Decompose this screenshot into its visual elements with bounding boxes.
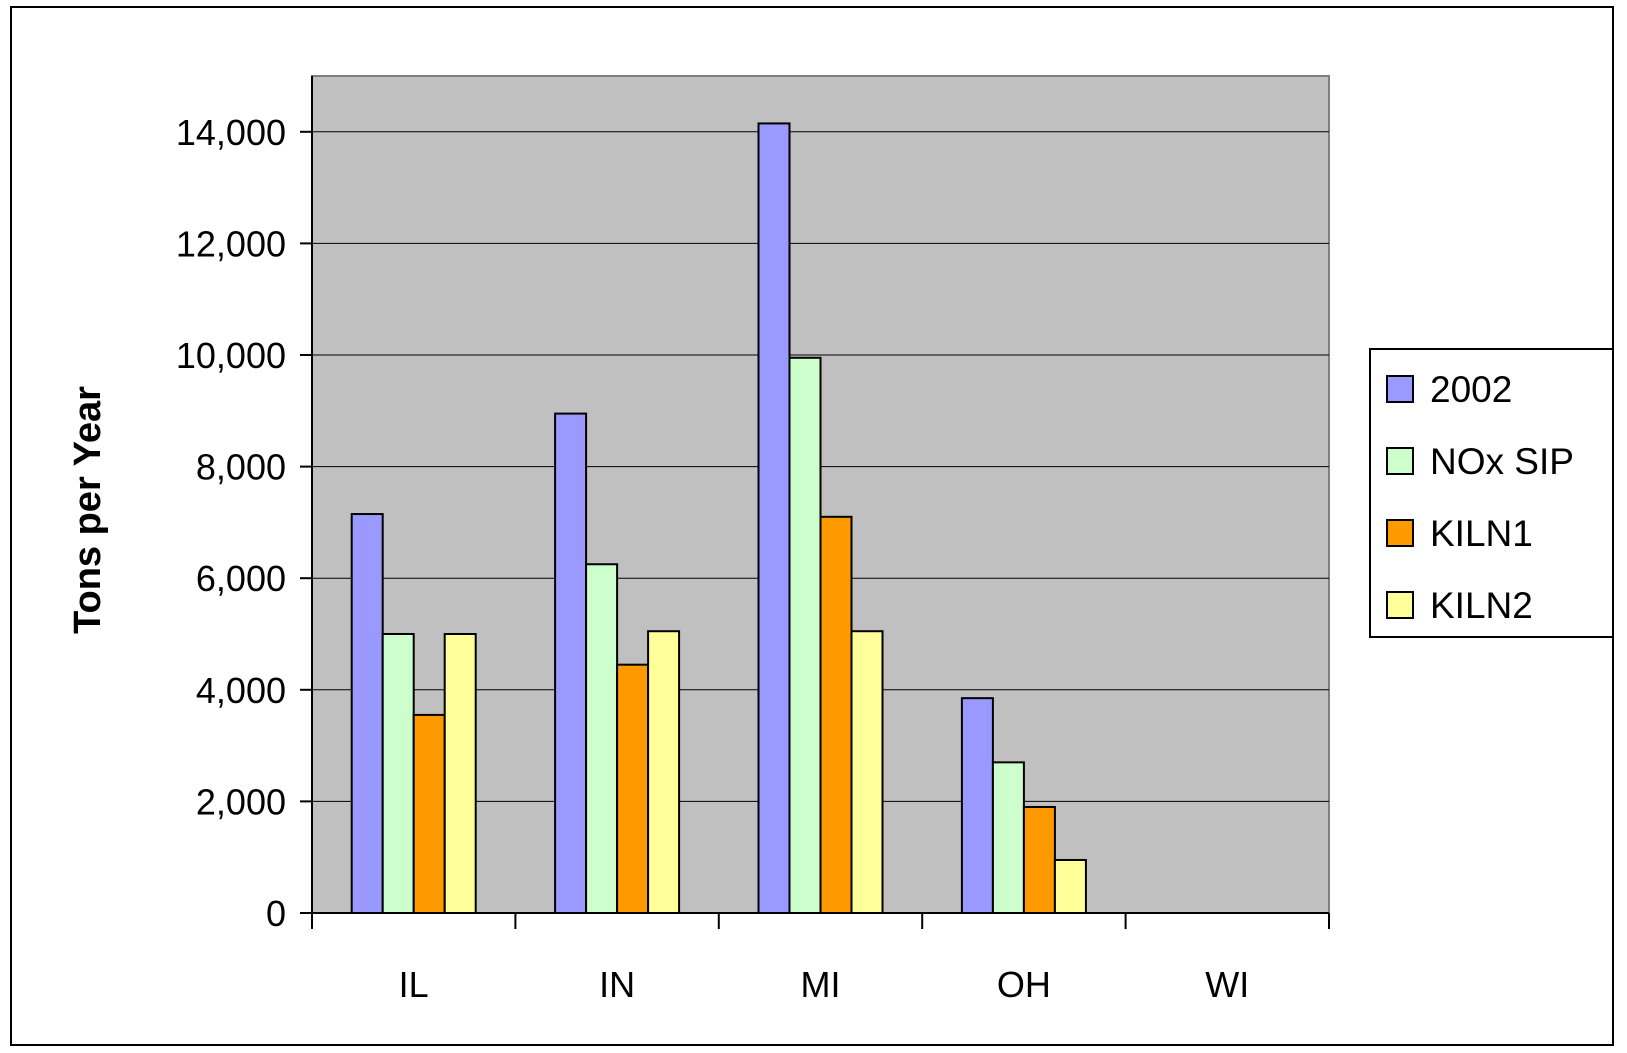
- bar-il-kiln1: [412, 713, 446, 914]
- legend-swatch: [1386, 519, 1414, 547]
- x-tick-label: OH: [997, 964, 1051, 1005]
- bar-oh-nox-sip: [991, 761, 1025, 915]
- bar-mi-kiln2: [850, 630, 884, 915]
- bar-oh-kiln1: [1022, 805, 1056, 914]
- bar-in-nox-sip: [585, 563, 619, 914]
- bar-mi-2002: [757, 122, 791, 915]
- bar-il-nox-sip: [381, 633, 415, 914]
- y-tick-label: 0: [266, 893, 286, 934]
- legend-label: KILN1: [1430, 513, 1533, 554]
- y-axis-title: Tons per Year: [67, 386, 109, 634]
- bar-oh-kiln2: [1053, 858, 1087, 914]
- legend-swatch: [1386, 375, 1414, 403]
- y-tick-label: 4,000: [196, 670, 286, 711]
- bar-il-2002: [350, 513, 384, 915]
- x-axis-ticks: IL IN MI OH WI: [311, 913, 1330, 1005]
- y-tick-label: 10,000: [176, 335, 286, 376]
- bars: [350, 122, 1087, 915]
- legend-label: KILN2: [1430, 585, 1533, 626]
- bar-oh-2002: [960, 697, 994, 914]
- x-tick-label: IN: [599, 964, 635, 1005]
- y-tick-label: 6,000: [196, 558, 286, 599]
- y-tick-label: 12,000: [176, 223, 286, 264]
- legend-swatch: [1386, 447, 1414, 475]
- bar-mi-kiln1: [819, 515, 853, 914]
- bar-in-kiln1: [616, 663, 650, 914]
- legend: 2002 NOx SIP KILN1 KILN2: [1369, 348, 1614, 638]
- x-tick-label: IL: [399, 964, 429, 1005]
- legend-label: 2002: [1430, 369, 1512, 410]
- bar-in-kiln2: [647, 630, 681, 915]
- bar-mi-nox-sip: [788, 356, 822, 915]
- x-tick-label: MI: [801, 964, 841, 1005]
- bar-il-kiln2: [443, 633, 477, 914]
- legend-swatch: [1386, 591, 1414, 619]
- y-axis-ticks: 0 2,000 4,000 6,000 8,000 10,000 12,000 14,000: [176, 112, 312, 934]
- y-tick-label: 2,000: [196, 781, 286, 822]
- bar-in-2002: [554, 412, 588, 914]
- legend-label: NOx SIP: [1430, 441, 1574, 482]
- y-tick-label: 8,000: [196, 447, 286, 488]
- y-tick-label: 14,000: [176, 112, 286, 153]
- x-tick-label: WI: [1205, 964, 1249, 1005]
